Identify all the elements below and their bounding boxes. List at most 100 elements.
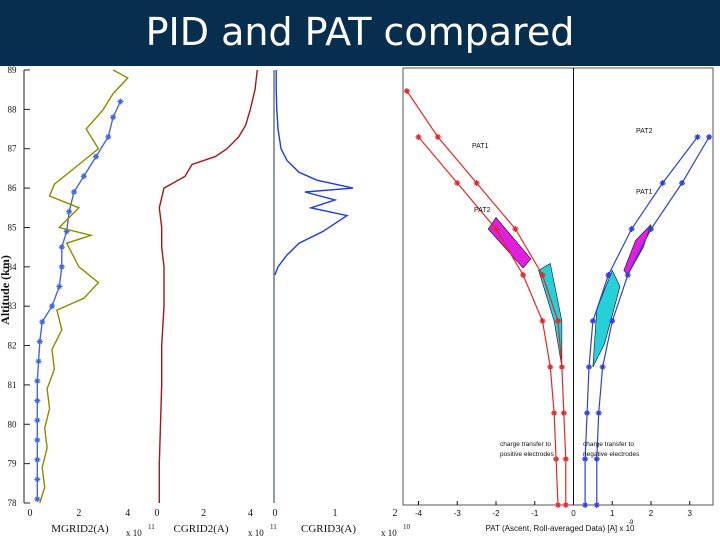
cyan-band-negative bbox=[592, 269, 621, 368]
pat-data-point bbox=[624, 272, 631, 278]
pat-data-point bbox=[586, 364, 592, 370]
pat-series-line bbox=[406, 90, 567, 505]
pat-data-point bbox=[659, 180, 666, 186]
pat-data-point bbox=[679, 180, 685, 186]
data-point bbox=[34, 397, 41, 404]
y-tick-label: 84 bbox=[8, 262, 18, 272]
data-point bbox=[56, 283, 63, 290]
data-point bbox=[49, 303, 55, 310]
annotation-positive-line1: charge transfer to bbox=[500, 441, 551, 448]
pat-data-point bbox=[473, 180, 480, 186]
pat-data-point bbox=[593, 502, 600, 508]
annotation-pat2-right: PAT2 bbox=[636, 128, 653, 135]
pat-data-point bbox=[558, 364, 565, 370]
panel-cgrid2a: 0 2 4 CGRID2(A) x 10 11 bbox=[155, 69, 277, 538]
data-point bbox=[34, 456, 41, 463]
pat-data-point bbox=[539, 272, 546, 278]
annotation-negative-line1: charge transfer to bbox=[583, 441, 634, 448]
pat-x-tick-label: -2 bbox=[492, 509, 500, 518]
pat-data-point bbox=[493, 226, 499, 232]
pat-data-point bbox=[403, 88, 410, 94]
data-point bbox=[34, 377, 41, 384]
y-tick-label: 82 bbox=[8, 341, 17, 351]
series-line bbox=[274, 70, 354, 275]
data-point bbox=[63, 228, 70, 235]
annotation-negative-line2: negative electrodes bbox=[583, 451, 640, 458]
data-point bbox=[58, 263, 65, 270]
x-tick-label: 4 bbox=[125, 508, 130, 519]
pat-data-point bbox=[555, 502, 561, 508]
y-tick-label: 86 bbox=[8, 183, 18, 193]
data-point bbox=[80, 173, 87, 180]
pat-data-point bbox=[582, 456, 589, 462]
data-point bbox=[35, 358, 42, 365]
pat-data-point bbox=[555, 318, 561, 324]
x-tick-label: 1 bbox=[333, 508, 338, 519]
y-tick-label: 88 bbox=[8, 104, 18, 114]
y-tick-label: 83 bbox=[8, 301, 18, 311]
x-axis-label: CGRID2(A) bbox=[174, 523, 229, 535]
pat-data-point bbox=[599, 364, 606, 370]
x-tick-label: 2 bbox=[201, 508, 206, 519]
pat-plot-frame bbox=[402, 67, 714, 506]
x-axis-label: CGRID3(A) bbox=[301, 523, 356, 535]
pat-data-point bbox=[539, 318, 546, 324]
pat-data-point bbox=[547, 364, 554, 370]
y-tick-label: 81 bbox=[8, 380, 17, 390]
data-point bbox=[34, 437, 41, 444]
x-tick-label: 4 bbox=[248, 508, 253, 519]
pat-x-tick-label: 3 bbox=[688, 509, 693, 518]
series-line bbox=[158, 69, 258, 503]
x-exponent: 11 bbox=[148, 523, 155, 531]
pat-data-point bbox=[648, 226, 654, 232]
annotation-pat1-right: PAT1 bbox=[636, 189, 653, 196]
data-point bbox=[34, 417, 41, 424]
x-tick-label: 2 bbox=[76, 508, 81, 519]
series-line bbox=[39, 69, 129, 504]
title-bar bbox=[0, 0, 720, 66]
pat-data-point bbox=[562, 502, 569, 508]
x-tick-label: 0 bbox=[155, 508, 160, 519]
data-point bbox=[39, 318, 46, 325]
pat-x-axis-label: PAT (Ascent, Roll-averaged Data) [A] x 1… bbox=[486, 524, 636, 533]
data-point bbox=[66, 208, 73, 215]
pat-x-tick-label: 0 bbox=[571, 509, 576, 518]
y-tick-label: 85 bbox=[8, 222, 18, 232]
pat-data-point bbox=[560, 410, 567, 416]
pat-data-point bbox=[605, 272, 612, 278]
x-exponent: 10 bbox=[403, 523, 411, 531]
data-point bbox=[110, 114, 117, 121]
x-exponent: 11 bbox=[270, 523, 277, 531]
x-tick-label: 2 bbox=[393, 508, 398, 519]
data-point bbox=[34, 476, 41, 483]
pat-data-point bbox=[609, 318, 616, 324]
slide-title: PID and PAT compared bbox=[145, 10, 575, 54]
pat-x-tick-label: 2 bbox=[649, 509, 654, 518]
x-tick-label: 0 bbox=[273, 508, 278, 519]
data-point bbox=[71, 189, 77, 196]
y-tick-label: 80 bbox=[8, 419, 18, 429]
x-axis-label: MGRID2(A) bbox=[51, 523, 109, 535]
data-point bbox=[36, 338, 43, 345]
panel-mgrid2a: 0 2 4 MGRID2(A) x 10 11 bbox=[28, 69, 155, 538]
pat-data-point bbox=[628, 226, 635, 232]
pat-data-point bbox=[589, 318, 596, 324]
pat-x-tick-label: -4 bbox=[415, 509, 423, 518]
y-axis-label: Altitude (km) bbox=[0, 255, 12, 325]
x-tick-label: 0 bbox=[28, 508, 33, 519]
pat-data-point bbox=[551, 410, 558, 416]
pat-data-point bbox=[593, 456, 600, 462]
x-multiplier: x 10 bbox=[126, 528, 142, 538]
pat-data-point bbox=[595, 410, 602, 416]
pat-data-point bbox=[454, 180, 461, 186]
altitude-profile-chart: 89 88 87 86 85 84 83 82 81 80 79 78 Altitude (km) 0 2 4… bbox=[0, 65, 411, 538]
y-tick-label: 87 bbox=[8, 144, 18, 154]
data-point bbox=[93, 153, 99, 160]
data-point bbox=[105, 133, 112, 140]
pat-x-tick-label: -3 bbox=[454, 509, 462, 518]
pat-data-point bbox=[694, 134, 701, 140]
pat-data-point bbox=[415, 134, 422, 140]
data-point bbox=[117, 98, 124, 105]
pat-comparison-chart: -4 -3 -2 -1 0 1 2 3 PAT (Ascent, Roll-averaged D… bbox=[402, 67, 714, 533]
